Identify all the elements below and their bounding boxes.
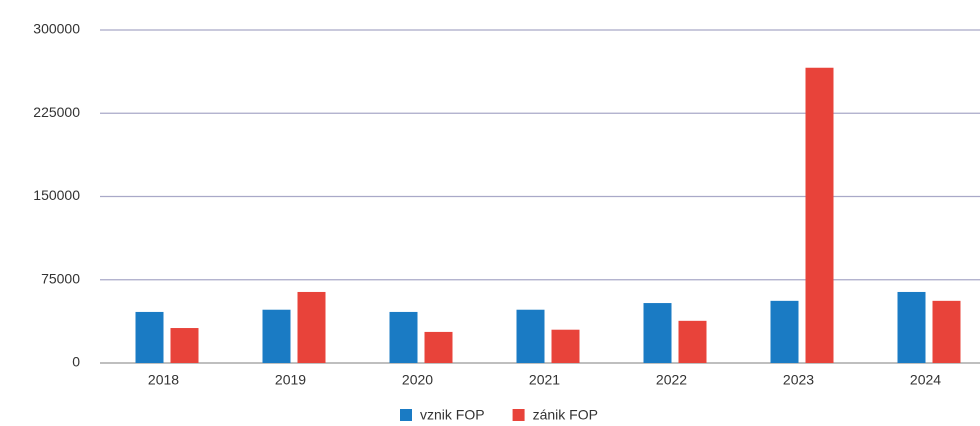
x-tick-label: 2021 <box>529 372 560 388</box>
y-tick-label: 300000 <box>33 21 80 37</box>
y-tick-label: 75000 <box>41 270 80 286</box>
y-tick-label: 150000 <box>33 187 80 203</box>
x-tick-label: 2024 <box>910 372 941 388</box>
bar <box>678 320 707 363</box>
y-tick-label: 0 <box>72 354 80 370</box>
x-tick-label: 2023 <box>783 372 814 388</box>
legend-swatch <box>400 409 412 421</box>
x-tick-label: 2018 <box>148 372 179 388</box>
bar <box>897 291 926 363</box>
bar <box>805 67 834 364</box>
bar <box>643 303 672 363</box>
x-tick-label: 2020 <box>402 372 433 388</box>
bar <box>424 331 453 363</box>
bar <box>551 329 580 363</box>
bar <box>262 309 291 363</box>
legend-swatch <box>512 409 525 421</box>
bar <box>135 311 164 363</box>
bar <box>770 300 799 363</box>
legend-label: zánik FOP <box>533 407 598 423</box>
bar <box>516 309 545 363</box>
bar <box>170 328 199 363</box>
y-tick-label: 225000 <box>33 104 80 120</box>
bar <box>389 311 418 363</box>
bar <box>932 300 961 363</box>
bar <box>297 291 326 363</box>
legend-label: vznik FOP <box>420 407 485 423</box>
x-tick-label: 2022 <box>656 372 687 388</box>
x-tick-label: 2019 <box>275 372 306 388</box>
